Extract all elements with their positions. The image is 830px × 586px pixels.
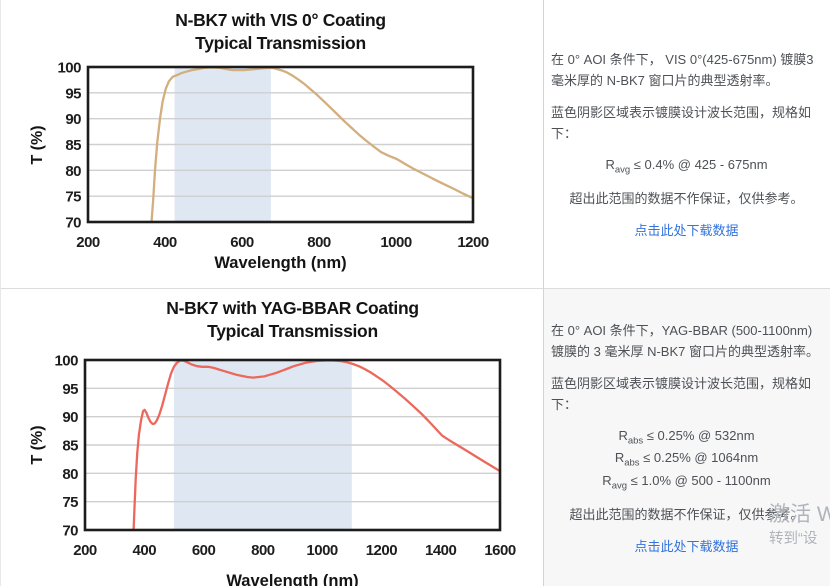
yag-bbar-chart-title: N-BK7 with YAG-BBAR Coating Typical Tran… — [85, 297, 500, 343]
svg-text:85: 85 — [62, 438, 78, 455]
svg-text:800: 800 — [251, 542, 275, 559]
svg-text:70: 70 — [62, 523, 78, 540]
x-axis-label: Wavelength (nm) — [226, 572, 359, 586]
description-text: 在 0° AOI 条件下， VIS 0°(425-675nm) 镀膜3 毫米厚的… — [551, 51, 814, 88]
svg-text:400: 400 — [133, 542, 157, 559]
x-axis-label: Wavelength (nm) — [214, 254, 347, 272]
yag-bbar-chart-panel: N-BK7 with YAG-BBAR Coating Typical Tran… — [0, 289, 544, 586]
disclaimer-text: 超出此范围的数据不作保证，仅供参考。 — [569, 507, 804, 523]
chart-title-line1: N-BK7 with YAG-BBAR Coating — [166, 298, 419, 318]
windows-activation-watermark: 激活 W 转到“设 — [769, 501, 830, 549]
svg-text:70: 70 — [65, 215, 81, 232]
spec-subscript: abs — [624, 457, 640, 469]
download-data-link[interactable]: 点击此处下载数据 — [634, 539, 739, 555]
svg-text:400: 400 — [153, 234, 177, 251]
spec-subscript: avg — [614, 164, 631, 176]
band-note-text: 蓝色阴影区域表示镀膜设计波长范围，规格如下： — [551, 375, 812, 412]
link-row: 点击此处下载数据 — [551, 220, 822, 239]
spec-symbol: R — [605, 156, 615, 172]
spec-list: Ravg ≤ 0.4% @ 425 - 675nm — [551, 156, 822, 179]
page-left-border — [0, 0, 1, 586]
svg-text:95: 95 — [62, 381, 78, 398]
svg-text:600: 600 — [192, 542, 216, 559]
svg-text:1400: 1400 — [425, 542, 457, 559]
svg-text:75: 75 — [62, 494, 78, 511]
svg-text:1600: 1600 — [484, 542, 516, 559]
svg-text:90: 90 — [65, 111, 81, 128]
spec-line: Ravg ≤ 0.4% @ 425 - 675nm — [551, 156, 822, 179]
svg-text:100: 100 — [54, 353, 78, 370]
vis-info-panel: 在 0° AOI 条件下， VIS 0°(425-675nm) 镀膜3 毫米厚的… — [544, 0, 830, 289]
svg-text:200: 200 — [73, 542, 97, 559]
svg-text:100: 100 — [57, 60, 81, 77]
chart-title-line1: N-BK7 with VIS 0° Coating — [175, 10, 386, 30]
spec-symbol: R — [602, 472, 612, 488]
vis-chart-panel: N-BK7 with VIS 0° Coating Typical Transm… — [0, 0, 544, 289]
svg-text:75: 75 — [65, 189, 81, 206]
watermark-line1: 激活 W — [769, 503, 830, 526]
spec-value: ≤ 1.0% @ 500 - 1100nm — [627, 472, 771, 488]
spec-value: ≤ 0.4% @ 425 - 675nm — [630, 156, 768, 172]
spec-line: Rabs ≤ 0.25% @ 1064nm — [551, 449, 822, 472]
spec-symbol: R — [614, 450, 625, 466]
spec-symbol: R — [618, 427, 628, 443]
spec-subscript: avg — [611, 480, 628, 492]
svg-text:85: 85 — [65, 137, 81, 154]
link-row: 点击此处下载数据 — [551, 536, 822, 555]
spec-value: ≤ 0.25% @ 532nm — [643, 427, 755, 443]
svg-text:200: 200 — [76, 234, 100, 251]
spec-line: Rabs ≤ 0.25% @ 532nm — [551, 427, 822, 450]
watermark-line2: 转到“设 — [769, 531, 818, 547]
svg-text:1000: 1000 — [380, 234, 412, 251]
chart-title-line2: Typical Transmission — [195, 33, 366, 53]
yag-bbar-info-panel: 在 0° AOI 条件下，YAG-BBAR (500-1100nm) 镀膜的 3… — [544, 289, 830, 586]
spec-line: Ravg ≤ 1.0% @ 500 - 1100nm — [551, 472, 822, 495]
svg-text:800: 800 — [307, 234, 331, 251]
vis-chart-title: N-BK7 with VIS 0° Coating Typical Transm… — [88, 9, 473, 55]
vis-transmission-plot: 70 75 80 85 90 95 100 200 400 600 800 1000 1200 — [57, 60, 489, 252]
svg-text:90: 90 — [62, 409, 78, 426]
spec-value: ≤ 0.25% @ 1064nm — [639, 450, 759, 466]
svg-text:80: 80 — [62, 466, 78, 483]
svg-text:1200: 1200 — [366, 542, 398, 559]
svg-text:1200: 1200 — [457, 234, 489, 251]
chart-title-line2: Typical Transmission — [207, 321, 378, 341]
spec-list: Rabs ≤ 0.25% @ 532nm Rabs ≤ 0.25% @ 1064… — [551, 427, 822, 495]
yag-bbar-transmission-plot: 70 75 80 85 90 95 100 200 400 600 800 1000 1200 1400 1… — [54, 353, 516, 560]
spec-subscript: abs — [627, 435, 644, 447]
svg-text:80: 80 — [65, 163, 81, 180]
svg-text:600: 600 — [230, 234, 254, 251]
download-data-link[interactable]: 点击此处下载数据 — [634, 223, 739, 239]
svg-text:1000: 1000 — [306, 542, 338, 559]
svg-text:95: 95 — [65, 85, 81, 102]
description-text: 在 0° AOI 条件下，YAG-BBAR (500-1100nm) 镀膜的 3… — [551, 322, 819, 359]
band-note-text: 蓝色阴影区域表示镀膜设计波长范围，规格如下： — [551, 104, 812, 141]
disclaimer-text: 超出此范围的数据不作保证，仅供参考。 — [569, 191, 804, 207]
